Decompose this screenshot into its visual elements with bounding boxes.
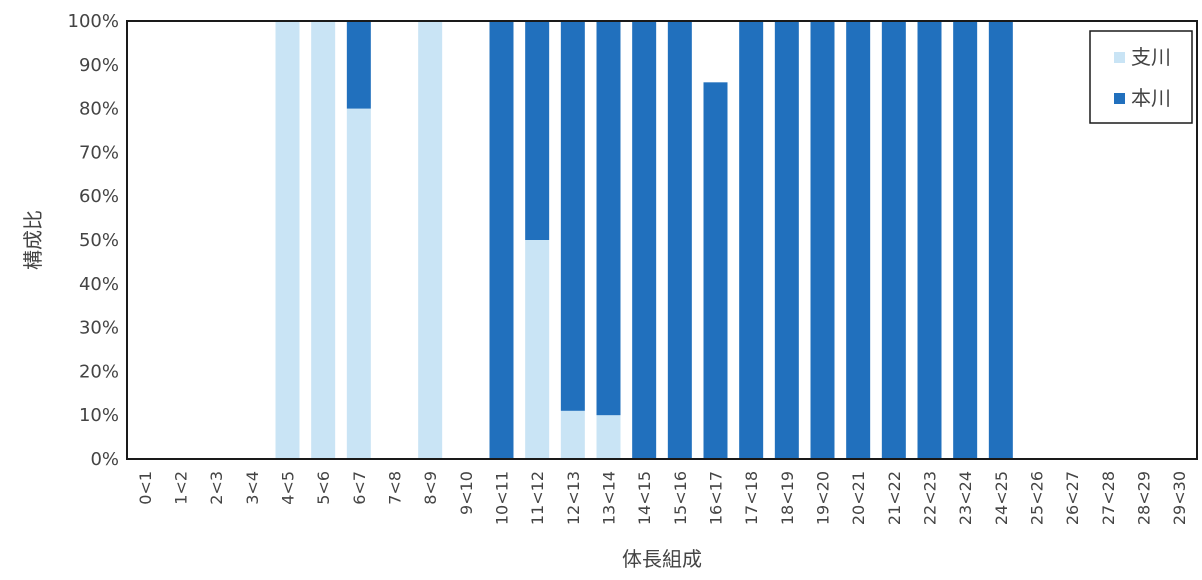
x-tick-label: 10<11 [493, 471, 512, 525]
x-tick-label: 1<2 [172, 471, 191, 505]
legend-label-mainstream: 本川 [1131, 86, 1171, 110]
plot-area-frame [126, 20, 1198, 460]
bar-segment-tributary [311, 21, 336, 459]
bar-segment-tributary [525, 240, 550, 459]
y-tick-label: 40% [79, 274, 119, 295]
bar-segment-mainstream [810, 21, 835, 459]
x-tick-label: 16<17 [707, 471, 726, 525]
y-axis-title: 構成比 [21, 210, 45, 270]
x-tick-label: 5<6 [314, 471, 333, 505]
x-tick-label: 28<29 [1135, 471, 1154, 525]
bar-segment-mainstream [739, 21, 764, 459]
x-tick-label: 11<12 [528, 471, 547, 525]
bar-segment-mainstream [596, 21, 621, 416]
bar-segment-mainstream [774, 21, 799, 459]
bar-segment-mainstream [953, 21, 978, 459]
bar-segment-mainstream [525, 21, 550, 240]
x-tick-label: 4<5 [279, 471, 298, 505]
y-tick-label: 10% [79, 405, 119, 426]
x-tick-label: 27<28 [1099, 471, 1118, 525]
bar-segment-mainstream [881, 21, 906, 459]
bar-segment-mainstream [846, 21, 871, 459]
y-tick-label: 80% [79, 99, 119, 120]
bar-segment-tributary [596, 415, 621, 459]
x-tick-label: 15<16 [671, 471, 690, 525]
x-tick-label: 24<25 [992, 471, 1011, 525]
bar-segment-mainstream [632, 21, 657, 459]
y-tick-label: 0% [90, 449, 119, 470]
x-tick-label: 26<27 [1063, 471, 1082, 525]
legend: 支川 本川 [1089, 30, 1193, 124]
x-tick-label: 12<13 [564, 471, 583, 525]
bar-segment-mainstream [667, 21, 692, 459]
bar-segment-mainstream [489, 21, 514, 459]
bar-segment-mainstream [703, 82, 728, 459]
x-tick-label: 0<1 [136, 471, 155, 505]
x-tick-label: 2<3 [207, 471, 226, 505]
y-tick-label: 60% [79, 186, 119, 207]
x-tick-label: 18<19 [778, 471, 797, 525]
legend-label-tributary: 支川 [1131, 45, 1171, 69]
x-tick-label: 22<23 [921, 471, 940, 525]
x-tick-label: 25<26 [1028, 471, 1047, 525]
y-tick-label: 20% [79, 361, 119, 382]
bar-segment-tributary [275, 21, 300, 459]
x-tick-label: 13<14 [600, 471, 619, 525]
legend-box [1089, 30, 1193, 124]
y-tick-label: 30% [79, 318, 119, 339]
bar-segment-tributary [560, 410, 585, 459]
y-tick-label: 50% [79, 230, 119, 251]
bar-segment-mainstream [560, 21, 585, 411]
x-tick-label: 17<18 [742, 471, 761, 525]
bar-segment-mainstream [917, 21, 942, 459]
x-tick-label: 3<4 [243, 471, 262, 505]
x-tick-label: 6<7 [350, 471, 369, 505]
x-tick-label: 14<15 [635, 471, 654, 525]
x-tick-label: 7<8 [386, 471, 405, 505]
x-tick-label: 23<24 [956, 471, 975, 525]
x-tick-label: 29<30 [1170, 471, 1189, 525]
y-tick-label: 90% [79, 55, 119, 76]
x-axis-title: 体長組成 [622, 547, 702, 571]
x-tick-label: 19<20 [814, 471, 833, 525]
legend-swatch-mainstream [1114, 93, 1125, 104]
x-axis-ticks: 0<1 1<2 2<3 3<4 4<5 5<6 6<7 7<8 8<9 9<10 10<11 11<1… [136, 471, 1189, 525]
x-tick-label: 8<9 [421, 471, 440, 505]
y-tick-label: 70% [79, 142, 119, 163]
legend-swatch-tributary [1114, 52, 1125, 63]
x-tick-label: 20<21 [849, 471, 868, 525]
x-tick-label: 9<10 [457, 471, 476, 515]
bar-segment-tributary [346, 108, 371, 459]
y-axis-ticks: 0% 10% 20% 30% 40% 50% 60% 70% 80% 90% 100% [68, 11, 119, 470]
y-tick-label: 100% [68, 11, 119, 32]
bar-segment-tributary [418, 21, 443, 459]
x-tick-label: 21<22 [885, 471, 904, 525]
bars-group [275, 21, 1013, 459]
bar-segment-mainstream [988, 21, 1013, 459]
bar-segment-mainstream [346, 21, 371, 109]
